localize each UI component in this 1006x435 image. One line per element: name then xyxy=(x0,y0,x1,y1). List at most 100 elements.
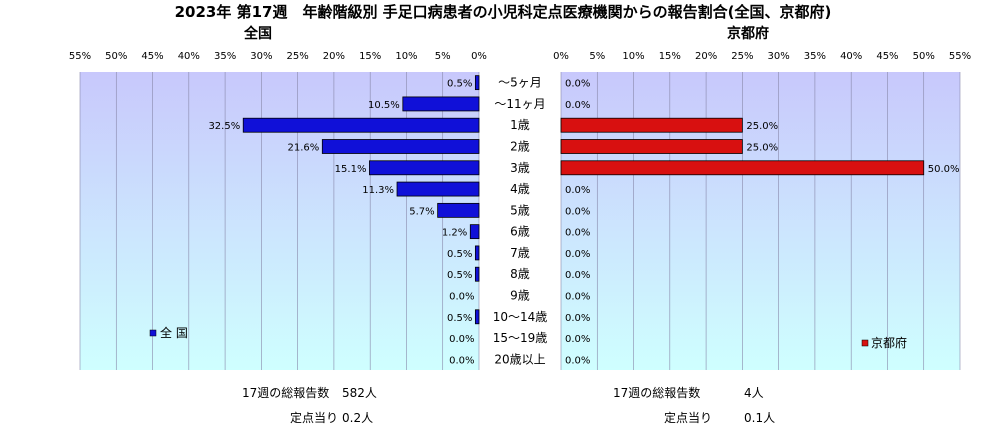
right-tick-label: 30% xyxy=(768,51,790,62)
left-tick-label: 10% xyxy=(395,51,417,62)
right-data-label: 0.0% xyxy=(565,249,590,260)
right-legend-swatch xyxy=(861,339,869,347)
left-data-label: 0.5% xyxy=(447,270,472,281)
category-label: 20歳以上 xyxy=(494,352,545,366)
category-label: 1歳 xyxy=(510,118,530,132)
right-plot-area xyxy=(561,72,960,370)
left-data-label: 15.1% xyxy=(335,164,367,175)
right-total-value: 4人 xyxy=(744,386,764,400)
left-bar xyxy=(402,96,480,112)
left-tick-label: 5% xyxy=(435,51,451,62)
category-label: 6歳 xyxy=(510,225,530,239)
left-per-label: 定点当り xyxy=(290,410,338,425)
left-data-label: 0.5% xyxy=(447,313,472,324)
right-axis-ticks: 0% 5% 10% 15% 20% 25% 30% 35% 40% 45% 50% 55% xyxy=(553,51,971,62)
right-data-label: 0.0% xyxy=(565,292,590,303)
category-label: 2歳 xyxy=(510,140,530,154)
right-gridlines xyxy=(560,72,961,370)
left-data-label: 0.0% xyxy=(449,355,474,366)
left-tick-label: 30% xyxy=(250,51,272,62)
left-data-label: 0.0% xyxy=(449,334,474,345)
category-label: 8歳 xyxy=(510,267,530,281)
left-bar xyxy=(242,117,480,133)
right-tick-label: 5% xyxy=(589,51,605,62)
right-legend: 京都府 xyxy=(861,335,907,350)
left-data-label: 21.6% xyxy=(288,143,320,154)
left-bar xyxy=(474,245,480,261)
chart-title: 2023年 第17週 年齢階級別 手足口病患者の小児科定点医療機関からの報告割合… xyxy=(175,3,832,21)
left-bars xyxy=(242,75,480,325)
left-tick-label: 35% xyxy=(214,51,236,62)
right-data-label: 0.0% xyxy=(565,355,590,366)
left-axis-ticks: 55% 50% 45% 40% 35% 30% 25% 20% 15% 10% 5% 0% xyxy=(69,51,487,62)
left-data-label: 32.5% xyxy=(208,121,240,132)
left-tick-label: 55% xyxy=(69,51,91,62)
right-tick-label: 45% xyxy=(876,51,898,62)
left-data-label: 1.2% xyxy=(442,228,467,239)
left-bar xyxy=(369,160,480,176)
left-data-label: 0.5% xyxy=(447,79,472,90)
right-per-label: 定点当り xyxy=(664,410,712,425)
right-total-label: 17週の総報告数 xyxy=(613,385,700,400)
right-tick-label: 15% xyxy=(659,51,681,62)
right-data-label: 0.0% xyxy=(565,79,590,90)
right-legend-label: 京都府 xyxy=(871,335,907,350)
right-data-label: 50.0% xyxy=(928,164,960,175)
category-label: 4歳 xyxy=(510,182,530,196)
right-tick-label: 40% xyxy=(840,51,862,62)
category-label: 3歳 xyxy=(510,161,530,175)
category-label: ～11ヶ月 xyxy=(494,97,545,111)
left-tick-label: 50% xyxy=(105,51,127,62)
left-bar xyxy=(469,224,480,240)
left-data-label: 5.7% xyxy=(409,206,434,217)
left-bar xyxy=(474,309,480,325)
right-bars xyxy=(560,117,925,176)
right-tick-label: 25% xyxy=(731,51,753,62)
left-data-label: 0.5% xyxy=(447,249,472,260)
category-label: ～5ヶ月 xyxy=(498,76,542,90)
right-tick-label: 20% xyxy=(695,51,717,62)
category-labels: ～5ヶ月 ～11ヶ月 1歳 2歳 3歳 4歳 5歳 6歳 7歳 8歳 9歳 10～14歳 15～19歳 2… xyxy=(493,76,548,367)
left-plot-area xyxy=(80,72,479,370)
right-data-label: 0.0% xyxy=(565,185,590,196)
right-data-label: 0.0% xyxy=(565,313,590,324)
left-legend-label: 全 国 xyxy=(160,325,188,340)
left-chart-subtitle: 全国 xyxy=(243,25,272,42)
left-data-label: 0.0% xyxy=(449,292,474,303)
right-tick-label: 50% xyxy=(913,51,935,62)
category-label: 15～19歳 xyxy=(493,331,548,345)
right-data-label: 0.0% xyxy=(565,206,590,217)
left-total-value: 582人 xyxy=(342,386,377,400)
left-data-label: 11.3% xyxy=(362,185,394,196)
category-label: 5歳 xyxy=(510,203,530,217)
right-tick-label: 35% xyxy=(804,51,826,62)
left-bar xyxy=(396,181,480,197)
right-data-label: 25.0% xyxy=(746,143,778,154)
right-data-label: 25.0% xyxy=(746,121,778,132)
left-tick-label: 40% xyxy=(178,51,200,62)
category-label: 7歳 xyxy=(510,246,530,260)
left-bar xyxy=(474,266,480,282)
right-tick-label: 10% xyxy=(622,51,644,62)
right-bar xyxy=(560,117,743,133)
left-legend-swatch xyxy=(149,329,157,337)
right-tick-label: 55% xyxy=(949,51,971,62)
right-bar xyxy=(560,139,743,154)
right-data-label: 0.0% xyxy=(565,270,590,281)
left-total-label: 17週の総報告数 xyxy=(242,385,329,400)
left-bar xyxy=(474,75,480,91)
left-tick-label: 20% xyxy=(323,51,345,62)
category-label: 9歳 xyxy=(510,289,530,303)
left-footer: 17週の総報告数 582人 定点当り 0.2人 xyxy=(242,385,377,425)
right-data-label: 0.0% xyxy=(565,228,590,239)
right-data-label: 0.0% xyxy=(565,100,590,111)
left-tick-label: 45% xyxy=(141,51,163,62)
right-per-value: 0.1人 xyxy=(744,411,775,425)
left-bar xyxy=(321,139,480,154)
right-data-label: 0.0% xyxy=(565,334,590,345)
left-data-label: 10.5% xyxy=(368,100,400,111)
right-bar xyxy=(560,160,925,176)
right-tick-label: 0% xyxy=(553,51,569,62)
